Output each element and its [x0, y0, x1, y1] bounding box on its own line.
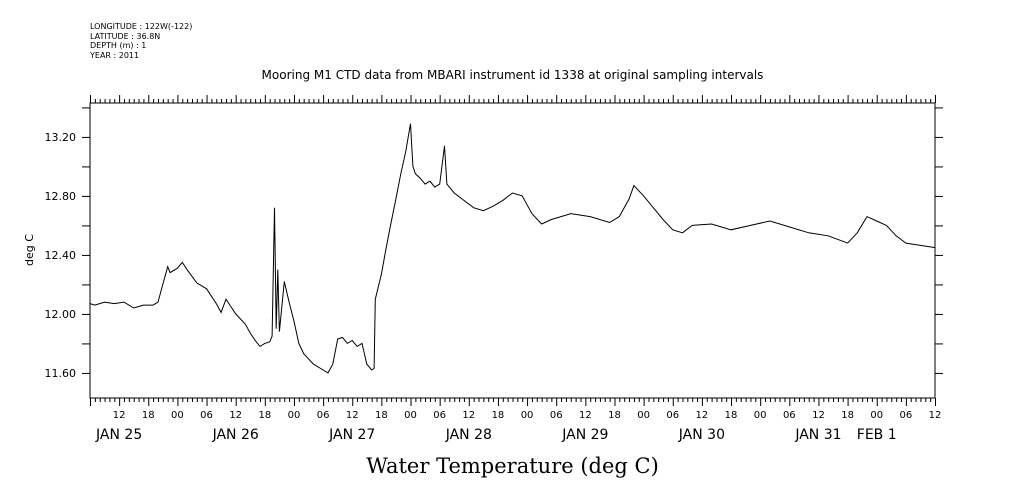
axes: [82, 95, 943, 406]
chart-title: Mooring M1 CTD data from MBARI instrumen…: [261, 68, 764, 82]
y-tick-label: 12.00: [45, 308, 77, 321]
y-tick-label: 12.80: [45, 190, 77, 203]
x-hour-tick-label: 18: [375, 410, 388, 421]
x-hour-tick-label: 18: [492, 410, 505, 421]
latitude-label: LATITUDE : 36.8N: [90, 31, 161, 41]
x-day-label: JAN 26: [212, 427, 259, 443]
plot-frame: [89, 102, 936, 399]
y-axis-label: deg C: [23, 234, 36, 266]
x-hour-tick-label: 12: [812, 410, 825, 421]
metadata-block: LONGITUDE : 122W(-122) LATITUDE : 36.8N …: [90, 22, 192, 60]
tick-labels: 12 18 00 06 12 18 00 06 12 18 00 06 12 18 00 06 12 18 00 06…: [45, 131, 942, 443]
x-day-label: JAN 31: [794, 427, 841, 443]
x-hour-tick-label: 00: [404, 410, 417, 421]
y-tick-label: 11.60: [45, 367, 77, 380]
x-hour-tick-label: 06: [666, 410, 679, 421]
x-day-label: JAN 28: [445, 427, 492, 443]
series-line: [89, 123, 936, 374]
x-hour-tick-label: 06: [783, 410, 796, 421]
x-hour-tick-label: 00: [288, 410, 301, 421]
x-hour-tick-label: 12: [929, 410, 942, 421]
x-hour-tick-label: 12: [462, 410, 475, 421]
y-tick-label: 13.20: [45, 131, 77, 144]
x-day-label: JAN 25: [95, 427, 142, 443]
x-hour-tick-label: 00: [171, 410, 184, 421]
x-hour-tick-label: 06: [550, 410, 563, 421]
x-hour-tick-label: 00: [754, 410, 767, 421]
x-hour-tick-label: 06: [899, 410, 912, 421]
x-day-label: JAN 29: [561, 427, 608, 443]
x-hour-tick-label: 18: [258, 410, 271, 421]
x-hour-tick-label: 18: [142, 410, 155, 421]
x-hour-tick-label: 12: [113, 410, 126, 421]
x-hour-tick-label: 06: [200, 410, 213, 421]
x-hour-tick-label: 18: [725, 410, 738, 421]
x-hour-tick-label: 06: [317, 410, 330, 421]
x-axis-label: Water Temperature (deg C): [366, 454, 659, 478]
series: [89, 123, 936, 374]
longitude-label: LONGITUDE : 122W(-122): [90, 22, 193, 31]
x-hour-tick-label: 00: [870, 410, 883, 421]
y-tick-label: 12.40: [45, 249, 77, 262]
x-hour-tick-label: 00: [637, 410, 650, 421]
x-hour-tick-label: 18: [608, 410, 621, 421]
depth-label: DEPTH (m) : 1: [90, 41, 147, 50]
x-day-label: FEB 1: [857, 427, 897, 443]
x-hour-tick-label: 12: [696, 410, 709, 421]
x-hour-tick-label: 12: [579, 410, 592, 421]
x-hour-tick-label: 18: [841, 410, 854, 421]
year-label: YEAR : 2011: [90, 50, 140, 60]
x-hour-tick-label: 12: [229, 410, 242, 421]
x-hour-tick-label: 00: [521, 410, 534, 421]
x-hour-tick-label: 12: [346, 410, 359, 421]
x-day-label: JAN 30: [678, 427, 725, 443]
x-hour-tick-label: 06: [433, 410, 446, 421]
x-day-label: JAN 27: [328, 427, 375, 443]
